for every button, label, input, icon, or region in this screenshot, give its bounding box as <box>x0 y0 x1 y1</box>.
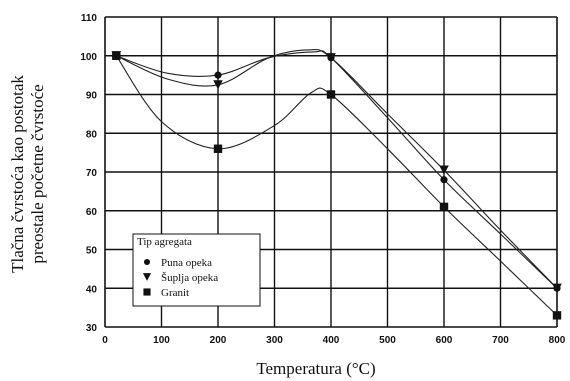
y-tick-label: 90 <box>86 91 98 102</box>
y-tick-label: 40 <box>86 284 98 295</box>
x-tick-label: 100 <box>153 335 170 346</box>
series-line-granit <box>115 55 558 316</box>
data-point-suplja-opeka <box>552 283 562 293</box>
y-tick-label: 80 <box>86 129 98 140</box>
y-tick-label: 70 <box>86 168 98 179</box>
data-point-granit <box>326 90 336 99</box>
legend-marker-suplja-opeka <box>142 273 152 281</box>
legend: Tip agregata Puna opeka Šuplja opeka Grani… <box>132 233 261 307</box>
legend-box <box>132 233 261 307</box>
data-point-granit <box>439 202 449 212</box>
x-tick-label: 0 <box>102 335 108 346</box>
series-line-suplja-opeka <box>116 48 558 289</box>
legend-marker-puna-opeka <box>143 258 151 266</box>
data-point-suplja-opeka <box>439 165 449 175</box>
y-tick-label: 110 <box>81 13 98 24</box>
data-point-puna-opeka <box>440 176 448 184</box>
x-tick-label: 600 <box>436 335 453 346</box>
data-point-suplja-opeka <box>326 53 336 63</box>
x-tick-label: 300 <box>266 335 283 346</box>
data-point-puna-opeka <box>214 71 222 79</box>
x-tick-label: 800 <box>549 335 566 346</box>
x-tick-label: 400 <box>323 335 340 346</box>
y-tick-label: 100 <box>80 52 97 63</box>
legend-label-suplja-opeka: Šuplja opeka <box>161 272 218 284</box>
data-point-suplja-opeka <box>213 80 223 90</box>
y-tick-label: 50 <box>86 246 98 257</box>
x-axis-title: Temperatura (°C) <box>256 359 375 378</box>
y-tick-label: 60 <box>86 207 98 218</box>
y-axis-title-line-1: Tlačna čvrstoća kao postotak <box>8 75 27 273</box>
x-tick-label: 500 <box>379 335 396 346</box>
x-axis-ticks: 0 100 200 300 400 500 600 700 800 <box>102 335 566 346</box>
legend-items: Puna opeka Šuplja opeka Granit <box>142 257 218 299</box>
data-point-granit <box>112 51 121 60</box>
y-tick-label: 30 <box>86 323 98 334</box>
y-axis-ticks: 30 40 50 60 70 80 90 100 110 <box>80 13 97 334</box>
series-markers <box>111 51 562 320</box>
legend-label-puna-opeka: Puna opeka <box>161 257 212 269</box>
y-axis-title-line-2: preostale početne čvrstoće <box>28 84 47 263</box>
legend-title: Tip agregata <box>137 236 192 248</box>
data-point-granit <box>213 144 223 153</box>
legend-marker-granit <box>143 288 151 296</box>
data-point-granit <box>552 311 562 320</box>
legend-label-granit: Granit <box>161 287 189 299</box>
x-tick-label: 700 <box>492 335 509 346</box>
x-tick-label: 200 <box>210 335 227 346</box>
